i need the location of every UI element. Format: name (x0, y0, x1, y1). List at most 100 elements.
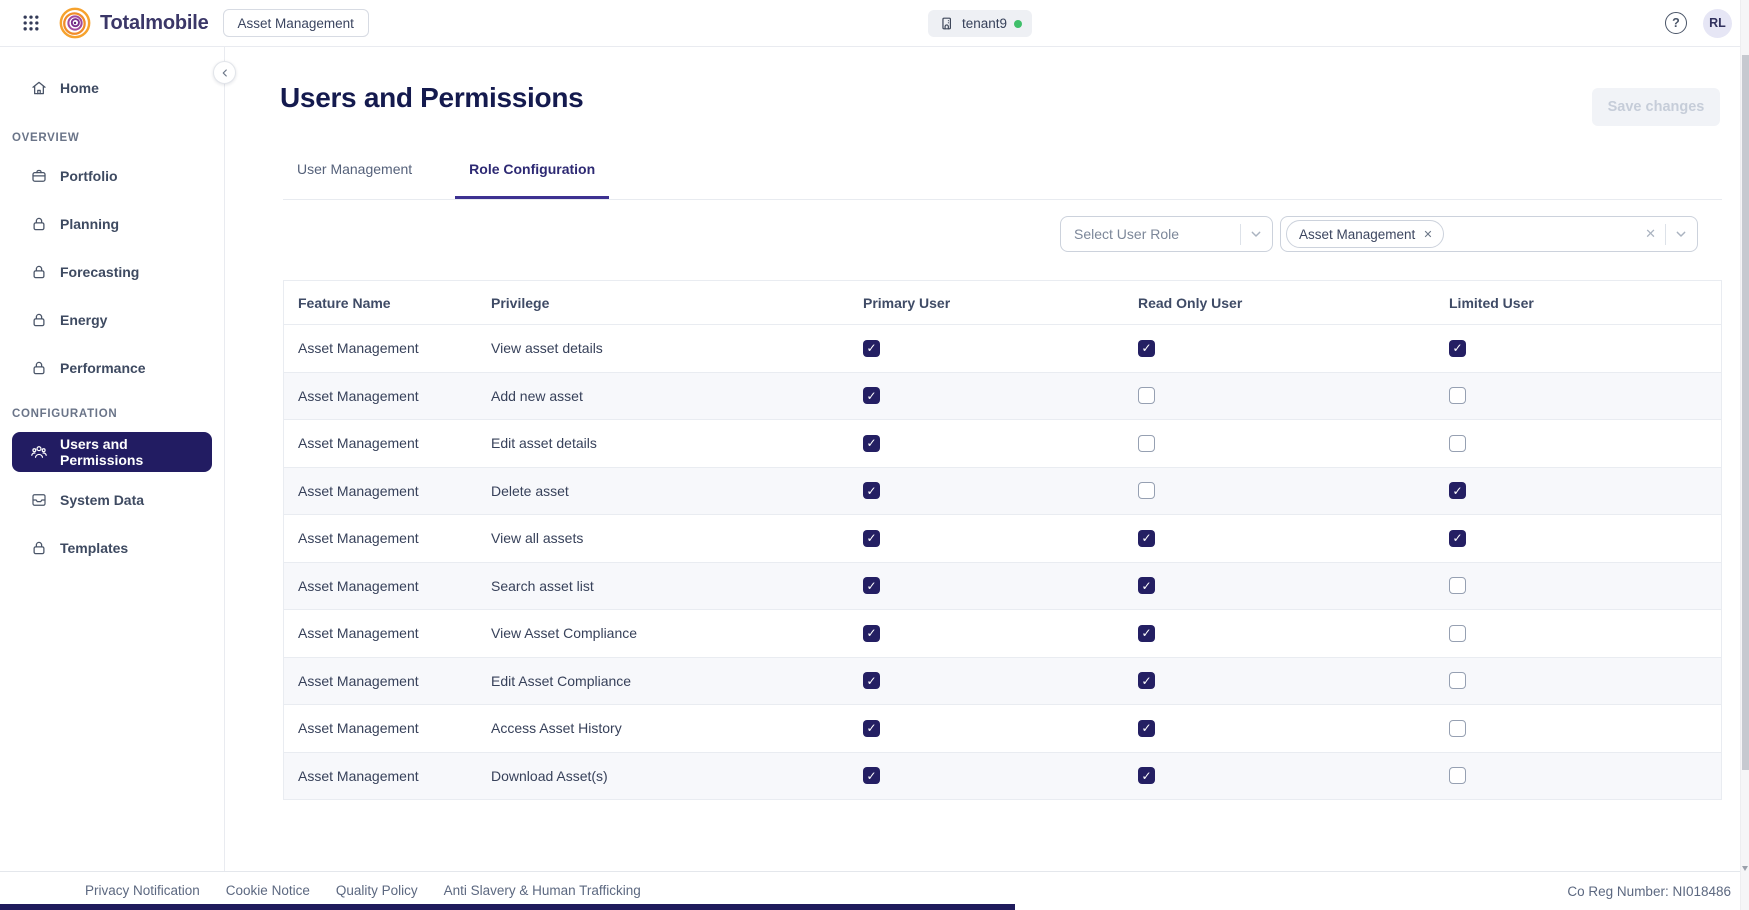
vertical-scrollbar[interactable] (1740, 0, 1749, 910)
sidebar-section-title: OVERVIEW (12, 132, 80, 144)
company-registration-number: Co Reg Number: NI018486 (1567, 884, 1731, 899)
table-row: Asset Management Add new asset (284, 372, 1721, 420)
cell-primary-user (863, 577, 1138, 595)
sidebar-item-users-and-permissions[interactable]: Users and Permissions (12, 432, 212, 472)
table-header-row: Feature Name Privilege Primary User Read On… (284, 281, 1721, 325)
checkbox-read-only-user[interactable] (1138, 719, 1155, 737)
sidebar: Home OVERVIEW Portfolio Planning Forecastin… (0, 46, 225, 872)
checkbox-primary-user[interactable] (863, 767, 880, 785)
checkbox-read-only-user[interactable] (1138, 482, 1155, 500)
cell-feature-name: Asset Management (298, 387, 419, 404)
checkbox-limited-user[interactable] (1449, 339, 1466, 357)
remove-chip-icon[interactable]: ✕ (1423, 228, 1433, 241)
apps-grid-button[interactable] (18, 10, 44, 36)
checkbox-read-only-user[interactable] (1138, 624, 1155, 642)
sidebar-item-system-data[interactable]: System Data (0, 480, 212, 520)
checkbox-limited-user[interactable] (1449, 719, 1466, 737)
checkbox-limited-user[interactable] (1449, 767, 1466, 785)
cell-feature-name: Asset Management (298, 530, 419, 547)
user-role-select[interactable]: Select User Role (1060, 216, 1273, 252)
save-changes-button[interactable]: Save changes (1592, 88, 1720, 126)
checkbox-read-only-user[interactable] (1138, 529, 1155, 547)
cell-primary-user (863, 482, 1138, 500)
sidebar-collapse-button[interactable] (213, 61, 236, 84)
checkbox-limited-user[interactable] (1449, 624, 1466, 642)
scrollbar-down-arrow-icon[interactable] (1742, 866, 1748, 871)
sidebar-item-planning[interactable]: Planning (0, 204, 212, 244)
checkbox-primary-user[interactable] (863, 624, 880, 642)
lock-icon (30, 263, 48, 281)
user-avatar[interactable]: RL (1703, 8, 1732, 38)
sidebar-item-templates[interactable]: Templates (0, 528, 212, 568)
cell-limited-user (1449, 482, 1721, 500)
clear-selection-icon[interactable]: ✕ (1645, 226, 1656, 241)
checkbox-primary-user[interactable] (863, 482, 880, 500)
sidebar-item-energy[interactable]: Energy (0, 300, 212, 340)
cell-primary-user (863, 387, 1138, 405)
sidebar-item-portfolio[interactable]: Portfolio (0, 156, 212, 196)
checkbox-primary-user[interactable] (863, 672, 880, 690)
checkbox-read-only-user[interactable] (1138, 767, 1155, 785)
cell-read-only-user (1138, 482, 1449, 500)
cell-read-only-user (1138, 624, 1449, 642)
checkbox-primary-user[interactable] (863, 577, 880, 595)
topbar-right: ? RL (1665, 0, 1732, 46)
checkbox-read-only-user[interactable] (1138, 672, 1155, 690)
sidebar-item-forecasting[interactable]: Forecasting (0, 252, 212, 292)
sidebar-item-label: Home (60, 80, 99, 96)
tenant-status-dot (1014, 19, 1023, 28)
checkbox-primary-user[interactable] (863, 719, 880, 737)
checkbox-read-only-user[interactable] (1138, 387, 1155, 405)
tab-user-management[interactable]: User Management (297, 160, 413, 177)
feature-multiselect[interactable]: Asset Management ✕ ✕ (1280, 216, 1698, 252)
footer-link-quality-policy[interactable]: Quality Policy (335, 883, 418, 898)
sidebar-item-label: Templates (60, 540, 129, 556)
checkbox-limited-user[interactable] (1449, 672, 1466, 690)
table-row: Asset Management Edit Asset Compliance (284, 657, 1721, 705)
cell-feature-name: Asset Management (298, 767, 419, 784)
checkbox-primary-user[interactable] (863, 434, 880, 452)
cell-read-only-user (1138, 434, 1449, 452)
footer-link-privacy-notification[interactable]: Privacy Notification (85, 883, 200, 898)
checkbox-limited-user[interactable] (1449, 434, 1466, 452)
sidebar-item-label: Users and Permissions (60, 436, 144, 468)
checkbox-read-only-user[interactable] (1138, 434, 1155, 452)
lock-icon (30, 359, 48, 377)
cell-limited-user (1449, 767, 1721, 785)
checkbox-read-only-user[interactable] (1138, 339, 1155, 357)
checkbox-limited-user[interactable] (1449, 577, 1466, 595)
checkbox-limited-user[interactable] (1449, 529, 1466, 547)
sidebar-item-performance[interactable]: Performance (0, 348, 212, 388)
cell-primary-user (863, 719, 1138, 737)
checkbox-primary-user[interactable] (863, 529, 880, 547)
chevron-left-icon (222, 68, 227, 77)
cell-limited-user (1449, 624, 1721, 642)
checkbox-primary-user[interactable] (863, 387, 880, 405)
cell-primary-user (863, 339, 1138, 357)
sidebar-item-home[interactable]: Home (0, 68, 212, 108)
column-header-privilege: Privilege (491, 294, 550, 311)
checkbox-primary-user[interactable] (863, 339, 880, 357)
cell-privilege: Add new asset (491, 387, 583, 404)
cell-feature-name: Asset Management (298, 482, 419, 499)
footer-link-anti-slavery-human-trafficking[interactable]: Anti Slavery & Human Trafficking (443, 883, 641, 898)
cell-primary-user (863, 767, 1138, 785)
app-switcher-button[interactable]: Asset Management (222, 9, 369, 37)
scrollbar-thumb[interactable] (1742, 55, 1749, 770)
table-row: Asset Management Delete asset (284, 467, 1721, 515)
checkbox-limited-user[interactable] (1449, 482, 1466, 500)
tenant-badge[interactable]: tenant9 (928, 10, 1033, 37)
divider (1665, 223, 1666, 245)
chevron-down-icon[interactable] (1248, 226, 1264, 242)
tab-role-configuration[interactable]: Role Configuration (455, 141, 610, 199)
checkbox-read-only-user[interactable] (1138, 577, 1155, 595)
cell-privilege: Edit Asset Compliance (491, 672, 632, 689)
footer-link-cookie-notice[interactable]: Cookie Notice (225, 883, 310, 898)
chevron-down-icon[interactable] (1673, 226, 1689, 242)
sidebar-section-title: CONFIGURATION (12, 408, 118, 420)
help-button[interactable]: ? (1665, 12, 1687, 34)
cell-read-only-user (1138, 672, 1449, 690)
column-header-feature-name: Feature Name (298, 294, 391, 311)
cell-read-only-user (1138, 719, 1449, 737)
checkbox-limited-user[interactable] (1449, 387, 1466, 405)
